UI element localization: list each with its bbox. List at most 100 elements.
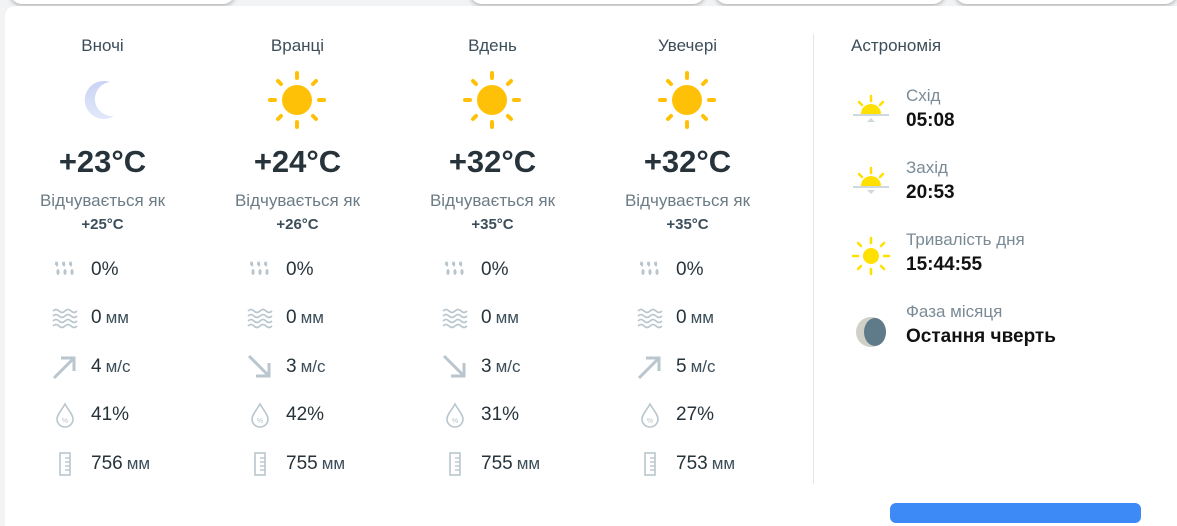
period-title: Вночі bbox=[81, 36, 124, 55]
pressure-unit: мм bbox=[711, 454, 736, 473]
precipitation-probability: 0% bbox=[441, 255, 508, 285]
feels-like-value: +35°C bbox=[471, 216, 514, 233]
svg-text:%: % bbox=[452, 418, 458, 425]
svg-text:%: % bbox=[257, 418, 263, 425]
sunset-icon bbox=[853, 166, 889, 194]
svg-text:%: % bbox=[647, 418, 653, 425]
sunset-label: Захід bbox=[906, 158, 948, 177]
precipitation-amount-icon bbox=[247, 308, 273, 329]
precipitation-amount-unit: мм bbox=[495, 308, 519, 327]
precipitation-amount-value: 0 bbox=[481, 307, 492, 328]
pressure-value: 755 bbox=[481, 453, 513, 474]
moon-icon bbox=[84, 80, 114, 119]
feels-like-label: Відчувається як bbox=[429, 191, 556, 210]
wind: 3 м/с bbox=[246, 352, 326, 382]
day-length: Тривалість дня 15:44:55 bbox=[851, 230, 1177, 290]
pressure-icon bbox=[254, 452, 266, 476]
wind-unit: м/с bbox=[690, 357, 716, 376]
period-column: Увечері +32°C Відчувається як +35°C 0% 0… bbox=[590, 6, 785, 511]
period-title: Вранці bbox=[270, 36, 325, 55]
precipitation-amount-unit: мм bbox=[105, 308, 129, 327]
humidity-value: 31% bbox=[481, 404, 520, 425]
precipitation-probability-icon bbox=[55, 261, 74, 275]
precipitation-amount-icon bbox=[442, 308, 468, 329]
humidity-icon: % bbox=[641, 402, 659, 428]
moon-phase-label: Фаза місяця bbox=[906, 302, 1003, 321]
precipitation-amount-icon bbox=[637, 308, 663, 329]
humidity-value: 42% bbox=[286, 404, 325, 425]
sunset-time: 20:53 bbox=[906, 182, 955, 203]
more-button[interactable] bbox=[890, 503, 1141, 523]
wind-value: 3 bbox=[481, 356, 492, 377]
precipitation-amount-unit: мм bbox=[300, 308, 324, 327]
wind: 3 м/с bbox=[441, 352, 521, 382]
humidity: % 41% bbox=[51, 400, 129, 430]
divider bbox=[813, 34, 814, 484]
precipitation-amount: 0 мм bbox=[441, 303, 519, 333]
precipitation-probability: 0% bbox=[246, 255, 313, 285]
humidity-value: 41% bbox=[91, 404, 130, 425]
precipitation-probability: 0% bbox=[636, 255, 703, 285]
day-length-value: 15:44:55 bbox=[906, 254, 983, 275]
astronomy-title: Астрономія bbox=[851, 36, 942, 55]
precipitation-amount: 0 мм bbox=[51, 303, 129, 333]
wind-direction-icon bbox=[52, 356, 76, 380]
period-column: Вдень +32°C Відчувається як +35°C 0% 0 мм… bbox=[395, 6, 590, 511]
sunrise-icon bbox=[853, 94, 889, 122]
humidity: % 31% bbox=[441, 400, 519, 430]
wind-direction-icon bbox=[247, 354, 271, 378]
wind: 4 м/с bbox=[51, 352, 131, 382]
precipitation-probability-value: 0% bbox=[91, 259, 119, 280]
tab[interactable] bbox=[955, 0, 1177, 4]
wind-value: 4 bbox=[91, 356, 102, 377]
tab[interactable] bbox=[10, 0, 235, 4]
feels-like-label: Відчувається як bbox=[39, 191, 166, 210]
wind-direction-icon bbox=[637, 356, 661, 380]
precipitation-probability-value: 0% bbox=[676, 259, 704, 280]
precipitation-amount: 0 мм bbox=[246, 303, 324, 333]
feels-like-value: +35°C bbox=[666, 216, 709, 233]
moon-phase-value: Остання чверть bbox=[906, 326, 1056, 347]
wind-direction-icon bbox=[442, 354, 466, 378]
precipitation-amount-value: 0 bbox=[676, 307, 687, 328]
period-title: Вдень bbox=[468, 36, 517, 55]
precipitation-amount-value: 0 bbox=[286, 307, 297, 328]
period-column: Вночі +23°C Відчувається як +25°C 0% 0 мм… bbox=[5, 6, 200, 511]
humidity-icon: % bbox=[446, 402, 464, 428]
temperature: +24°C bbox=[253, 144, 342, 179]
humidity-value: 27% bbox=[676, 404, 715, 425]
humidity-icon: % bbox=[56, 402, 74, 428]
moon-phase-icon bbox=[856, 317, 886, 347]
day-length-label: Тривалість дня bbox=[906, 230, 1025, 249]
pressure-icon bbox=[644, 452, 656, 476]
pressure-unit: мм bbox=[126, 454, 151, 473]
temperature: +32°C bbox=[643, 144, 732, 179]
svg-text:%: % bbox=[62, 418, 68, 425]
feels-like-value: +25°C bbox=[81, 216, 124, 233]
precipitation-amount-icon bbox=[52, 308, 78, 329]
sun-icon bbox=[268, 71, 326, 129]
precipitation-probability-value: 0% bbox=[481, 259, 509, 280]
tab[interactable] bbox=[715, 0, 945, 4]
humidity: % 42% bbox=[246, 400, 324, 430]
wind-unit: м/с bbox=[495, 357, 521, 376]
sun-icon bbox=[658, 71, 716, 129]
humidity: % 27% bbox=[636, 400, 714, 430]
sunset: Захід 20:53 bbox=[851, 158, 1177, 218]
weather-details-card: Вночі +23°C Відчувається як +25°C 0% 0 мм… bbox=[5, 6, 1177, 526]
pressure-unit: мм bbox=[516, 454, 541, 473]
temperature: +23°C bbox=[58, 144, 147, 179]
wind-value: 3 bbox=[286, 356, 297, 377]
precipitation-probability-icon bbox=[640, 261, 659, 275]
pressure-unit: мм bbox=[321, 454, 346, 473]
feels-like-label: Відчувається як bbox=[624, 191, 751, 210]
sunrise: Схід 05:08 bbox=[851, 86, 1177, 146]
pressure: 755 мм bbox=[441, 449, 540, 479]
wind: 5 м/с bbox=[636, 352, 716, 382]
sunrise-time: 05:08 bbox=[906, 110, 955, 131]
pressure-value: 756 bbox=[91, 453, 123, 474]
tab[interactable] bbox=[470, 0, 705, 4]
precipitation-amount-unit: мм bbox=[690, 308, 714, 327]
precipitation-probability-icon bbox=[250, 261, 269, 275]
